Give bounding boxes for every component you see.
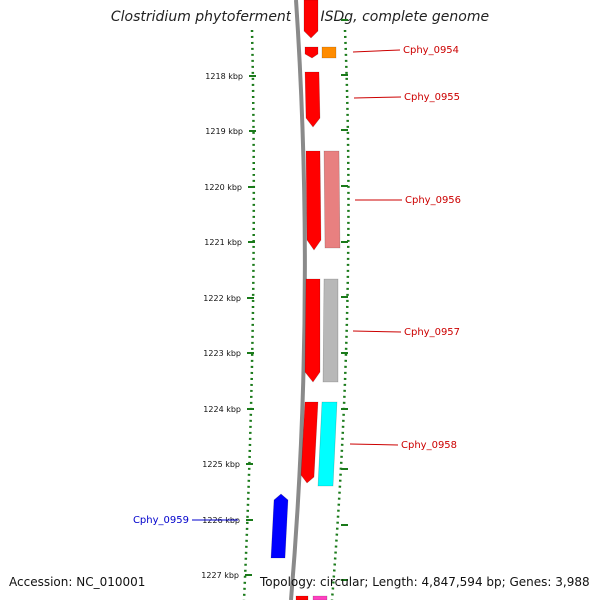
gene-label-cphy_0957[interactable]: Cphy_0957 [404, 327, 460, 338]
genome-backbone [289, 0, 307, 600]
orange-feature-0954[interactable] [321, 46, 337, 59]
accession-label: Accession: NC_010001 [9, 575, 146, 589]
gene-leader-line [352, 330, 402, 333]
cds-red-0958[interactable] [300, 401, 319, 484]
gene-label-cphy_0958[interactable]: Cphy_0958 [401, 440, 457, 451]
gray-feature-0957[interactable] [322, 278, 339, 383]
gene-leader-line [353, 96, 402, 99]
gene-leader-line [349, 443, 399, 446]
scale-tick-label: 1225 kbp [202, 460, 240, 469]
cds-red-0954[interactable] [304, 46, 319, 59]
cyan-feature-0958[interactable] [317, 401, 338, 487]
magenta-feature-bottom[interactable] [312, 595, 328, 600]
cds-red-0957[interactable] [304, 278, 321, 383]
inner-ring-track [242, 29, 256, 600]
scale-tick-label: 1218 kbp [205, 72, 243, 81]
scale-tick-label: 1223 kbp [203, 349, 241, 358]
outer-ring-track [330, 29, 350, 600]
scale-tick-label: 1227 kbp [201, 571, 239, 580]
genome-summary: Topology: circular; Length: 4,847,594 bp… [260, 575, 590, 589]
scale-tick-label: 1220 kbp [204, 183, 242, 192]
scale-tick-label: 1221 kbp [204, 238, 242, 247]
cds-red-bottom[interactable] [295, 595, 309, 600]
gene-label-cphy_0956[interactable]: Cphy_0956 [405, 195, 461, 206]
gene-label-cphy_0954[interactable]: Cphy_0954 [403, 45, 459, 56]
scale-tick-label: 1222 kbp [203, 294, 241, 303]
cds-red-0955[interactable] [304, 71, 321, 128]
cds-red-0956[interactable] [305, 150, 322, 251]
gene-label-cphy_0955[interactable]: Cphy_0955 [404, 92, 460, 103]
scale-tick-label: 1219 kbp [205, 127, 243, 136]
cds-red-top[interactable] [303, 0, 319, 39]
gene-label-cphy_0959[interactable]: Cphy_0959 [133, 515, 189, 526]
cds-blue-0959[interactable] [270, 493, 289, 559]
pink-feature-0956[interactable] [323, 150, 341, 249]
gene-leader-line [352, 49, 401, 53]
scale-tick-label: 1224 kbp [203, 405, 241, 414]
